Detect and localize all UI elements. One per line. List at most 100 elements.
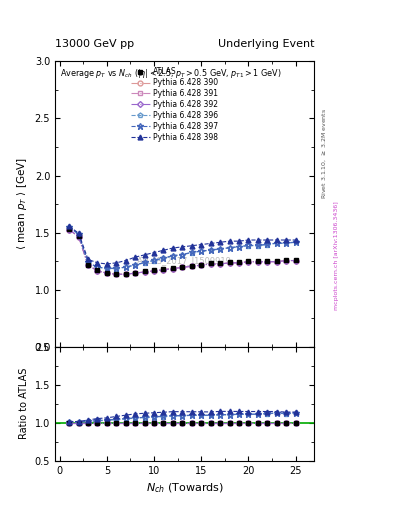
Pythia 6.428 398 [133,254,138,260]
Pythia 6.428 396 [133,262,138,268]
Pythia 6.428 392 [255,259,260,265]
Pythia 6.428 398 [142,252,147,258]
Pythia 6.428 398 [67,223,72,229]
Pythia 6.428 396 [265,242,270,248]
Pythia 6.428 391 [123,271,128,278]
Text: Underlying Event: Underlying Event [218,38,314,49]
Pythia 6.428 391 [237,260,241,266]
ATLAS [189,263,194,269]
Pythia 6.428 396 [123,264,128,270]
Pythia 6.428 392 [284,258,288,264]
Pythia 6.428 397 [86,260,90,266]
Y-axis label: Ratio to ATLAS: Ratio to ATLAS [19,368,29,439]
ATLAS [171,265,175,271]
Line: Pythia 6.428 391: Pythia 6.428 391 [67,227,298,276]
Pythia 6.428 392 [208,261,213,267]
Text: Average $p_T$ vs $N_{ch}$ ($|\eta| < 2.5$, $p_T > 0.5$ GeV, $p_{T1} > 1$ GeV): Average $p_T$ vs $N_{ch}$ ($|\eta| < 2.5… [60,67,282,80]
Pythia 6.428 396 [152,258,156,264]
ATLAS [95,267,100,273]
Pythia 6.428 397 [171,252,175,259]
Pythia 6.428 397 [95,264,100,270]
Pythia 6.428 391 [171,265,175,271]
Pythia 6.428 392 [67,227,72,233]
Pythia 6.428 391 [86,262,90,268]
Pythia 6.428 396 [246,243,251,249]
Pythia 6.428 398 [180,244,185,250]
Pythia 6.428 396 [227,245,232,251]
ATLAS [237,259,241,265]
Line: Pythia 6.428 390: Pythia 6.428 390 [67,227,298,276]
Pythia 6.428 390 [237,260,241,266]
Pythia 6.428 396 [171,253,175,259]
Pythia 6.428 398 [105,261,109,267]
Pythia 6.428 396 [142,260,147,266]
Pythia 6.428 390 [133,270,138,276]
Pythia 6.428 392 [133,270,138,276]
Pythia 6.428 391 [67,227,72,233]
Pythia 6.428 397 [105,265,109,271]
Pythia 6.428 390 [189,263,194,269]
Pythia 6.428 396 [284,240,288,246]
ATLAS [123,271,128,277]
Pythia 6.428 390 [114,271,119,278]
Line: Pythia 6.428 396: Pythia 6.428 396 [67,225,298,271]
ATLAS [76,233,81,239]
Pythia 6.428 391 [152,268,156,274]
Pythia 6.428 392 [246,259,251,265]
Pythia 6.428 398 [86,257,90,263]
Pythia 6.428 391 [180,264,185,270]
Text: Rivet 3.1.10, $\geq$ 3.2M events: Rivet 3.1.10, $\geq$ 3.2M events [320,108,328,199]
ATLAS [142,268,147,274]
Pythia 6.428 390 [284,258,288,264]
Line: ATLAS: ATLAS [67,227,298,276]
Pythia 6.428 396 [105,265,109,271]
Pythia 6.428 398 [189,243,194,249]
Pythia 6.428 397 [293,239,298,245]
Pythia 6.428 398 [152,249,156,255]
Pythia 6.428 390 [255,259,260,265]
Pythia 6.428 397 [189,249,194,255]
Pythia 6.428 390 [199,262,204,268]
Pythia 6.428 392 [152,268,156,274]
Pythia 6.428 390 [142,269,147,275]
Pythia 6.428 392 [161,267,166,273]
ATLAS [218,260,222,266]
Pythia 6.428 398 [293,237,298,243]
Pythia 6.428 397 [199,248,204,254]
Pythia 6.428 390 [86,262,90,268]
Pythia 6.428 396 [237,244,241,250]
Y-axis label: $\langle$ mean $p_T$ $\rangle$ [GeV]: $\langle$ mean $p_T$ $\rangle$ [GeV] [15,158,29,250]
Pythia 6.428 392 [180,264,185,270]
Pythia 6.428 390 [171,265,175,271]
Pythia 6.428 390 [161,267,166,273]
Pythia 6.428 398 [199,242,204,248]
Pythia 6.428 397 [255,242,260,248]
Pythia 6.428 391 [208,261,213,267]
Pythia 6.428 390 [152,268,156,274]
Pythia 6.428 391 [274,259,279,265]
Pythia 6.428 390 [208,261,213,267]
Pythia 6.428 392 [293,258,298,264]
Pythia 6.428 392 [142,269,147,275]
Pythia 6.428 390 [265,259,270,265]
Pythia 6.428 392 [86,262,90,268]
Line: Pythia 6.428 398: Pythia 6.428 398 [67,224,298,266]
Text: 13000 GeV pp: 13000 GeV pp [55,38,134,49]
ATLAS [114,271,119,277]
ATLAS [274,258,279,264]
Pythia 6.428 396 [293,239,298,245]
Pythia 6.428 396 [86,260,90,266]
Pythia 6.428 398 [246,237,251,243]
Pythia 6.428 397 [76,231,81,237]
Pythia 6.428 390 [227,260,232,266]
Pythia 6.428 396 [274,240,279,246]
Pythia 6.428 398 [114,260,119,266]
Pythia 6.428 396 [218,246,222,252]
Line: Pythia 6.428 397: Pythia 6.428 397 [66,224,299,272]
Pythia 6.428 397 [246,242,251,248]
Pythia 6.428 398 [284,237,288,243]
Pythia 6.428 397 [142,260,147,266]
ATLAS [105,269,109,275]
Pythia 6.428 396 [208,247,213,253]
Pythia 6.428 398 [274,237,279,243]
